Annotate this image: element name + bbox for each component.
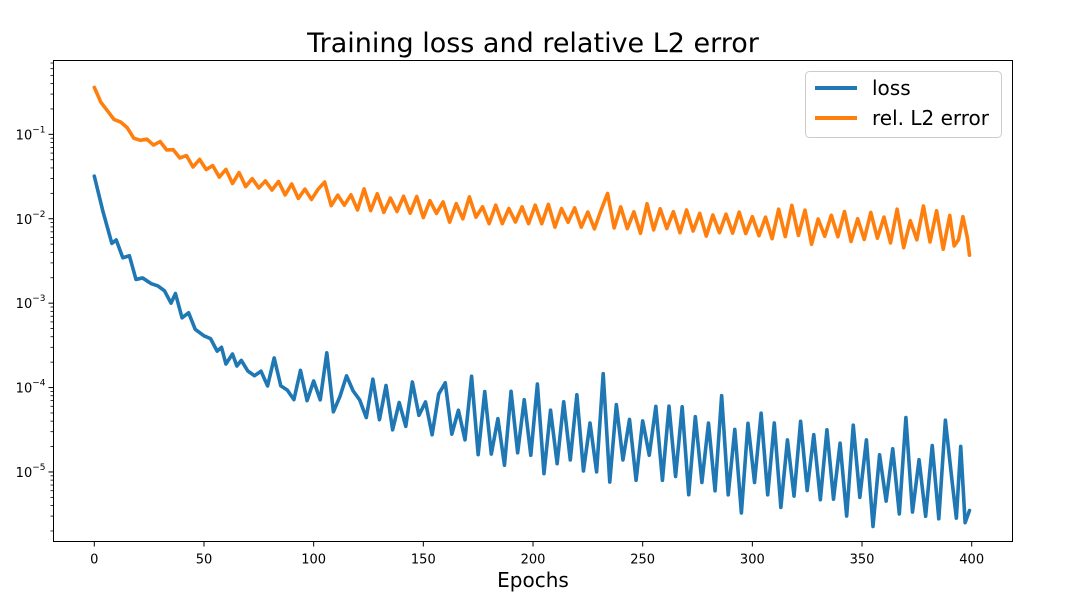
series-line-loss bbox=[92, 174, 972, 529]
y-tick-label: 10−5 bbox=[16, 463, 46, 481]
chart-title: Training loss and relative L2 error bbox=[306, 28, 760, 59]
x-tick-label: 0 bbox=[90, 553, 98, 568]
x-tick-label: 350 bbox=[850, 553, 875, 568]
series-line-rel-l2-error bbox=[92, 85, 972, 257]
series-layer bbox=[92, 85, 972, 529]
x-axis: 0 50 100 150 200 250 300 350 400 bbox=[90, 541, 984, 568]
x-tick-label: 100 bbox=[301, 553, 326, 568]
x-tick-label: 400 bbox=[959, 553, 984, 568]
legend: loss rel. L2 error bbox=[805, 71, 1002, 138]
x-tick-label: 50 bbox=[196, 553, 213, 568]
legend-label-rel-l2-error: rel. L2 error bbox=[872, 106, 990, 130]
x-tick-label: 300 bbox=[740, 553, 765, 568]
y-tick-label: 10−4 bbox=[16, 379, 46, 397]
y-tick-label: 10−3 bbox=[16, 294, 46, 312]
y-tick-label: 10−1 bbox=[16, 125, 46, 143]
y-axis: 10−1 10−2 10−3 10−4 10−5 bbox=[16, 62, 54, 532]
x-tick-label: 150 bbox=[411, 553, 436, 568]
x-axis-label: Epochs bbox=[497, 568, 569, 592]
y-tick-label: 10−2 bbox=[16, 210, 46, 228]
x-tick-label: 250 bbox=[630, 553, 655, 568]
legend-label-loss: loss bbox=[872, 76, 911, 100]
x-tick-label: 200 bbox=[521, 553, 546, 568]
